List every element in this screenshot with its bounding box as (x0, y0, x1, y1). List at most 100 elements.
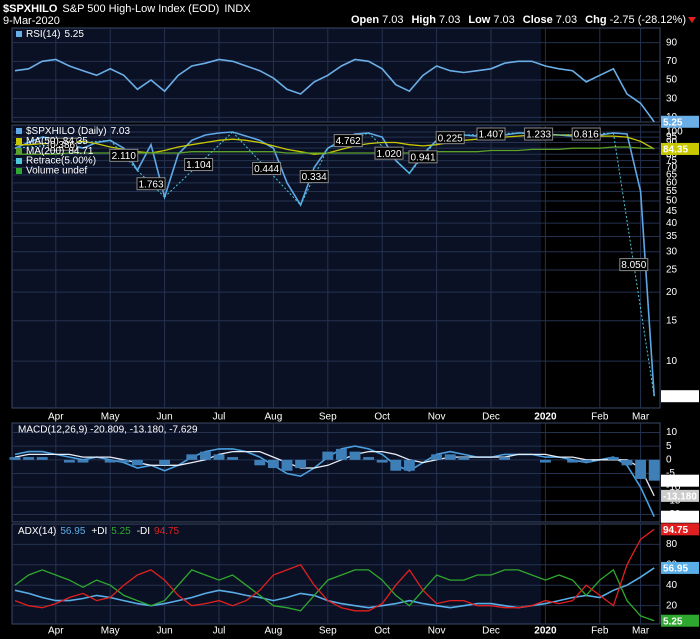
histogram-bar (335, 448, 347, 460)
quote-value: 7.03 (439, 14, 460, 26)
retrace-label: 0.941 (410, 152, 435, 163)
retrace-label-box (408, 150, 438, 164)
quote-label: Low (468, 14, 490, 26)
retrace-label-box (48, 137, 78, 151)
histogram-bar (254, 459, 266, 466)
legend-value: 7.03 (111, 126, 131, 137)
x-tick-label: Mar (632, 412, 650, 423)
legend-name: MA(200) (26, 146, 64, 157)
legend-name: $SPXHILO (Daily) (26, 126, 107, 137)
chart-heading: $SPXHILO S&P 500 High-Low Index (EOD) INDX (3, 3, 251, 15)
retrace-label: 1.233 (526, 130, 551, 141)
y-tick-label: 90 (666, 137, 678, 148)
x-tick-label: 2020 (534, 626, 557, 637)
x-tick-label: Jun (157, 412, 173, 423)
y-tick-label: 80 (666, 539, 678, 550)
value-box (661, 523, 699, 536)
histogram-bar (77, 459, 89, 463)
retrace-label-box (435, 131, 465, 145)
retrace-label: 4.762 (336, 136, 361, 147)
legend: ADX(14) 56.95 +DI 5.25 -DI 94.75 (18, 526, 180, 537)
histogram-bar (281, 459, 293, 471)
legend-value: 84.71 (68, 146, 93, 157)
y-tick-label: -10 (666, 482, 681, 493)
x-tick-label: Jul (213, 626, 226, 637)
legend-swatch (16, 128, 22, 134)
histogram-bar (267, 459, 279, 469)
symbol: $SPXHILO (3, 3, 58, 15)
legend-value: 56.95 (60, 526, 85, 537)
y-tick-label: 30 (666, 246, 678, 257)
x-tick-label: Dec (482, 412, 500, 423)
retrace-label: 0.386 (50, 140, 75, 151)
x-tick-label: Jul (213, 412, 226, 423)
retrace-segment (300, 147, 329, 206)
x-tick-label: Sep (319, 626, 337, 637)
retrace-label-box (299, 170, 329, 184)
quote-value: 7.03 (382, 14, 403, 26)
retrace-label: 0.334 (302, 172, 327, 183)
y-tick-label: 5 (666, 441, 672, 452)
legend-value: 5.25 (64, 29, 84, 40)
y-tick-label: 90 (666, 37, 678, 48)
legend-swatch (16, 138, 22, 144)
y-tick-label: 10 (666, 356, 678, 367)
quote: Open 7.03 High 7.03 Low 7.03 Close 7.03 Chg -2.75… (351, 14, 686, 26)
x-tick-label: Nov (428, 412, 446, 423)
retrace-label-box (524, 127, 554, 141)
retrace-label-box (184, 158, 214, 172)
value-box-label: 7.03 (663, 392, 683, 403)
y-tick-label: 25 (666, 265, 678, 276)
x-tick-label: Mar (632, 626, 650, 637)
x-tick-label: Sep (319, 412, 337, 423)
histogram-bar (349, 451, 361, 460)
histogram-bar (390, 459, 402, 471)
value-box-label: -13.180 (663, 492, 697, 503)
histogram-bar (36, 457, 48, 460)
x-tick-label: Oct (374, 412, 390, 423)
legend-entry: MA(50) 84.35 (26, 136, 88, 147)
y-tick-label: 70 (666, 56, 678, 67)
retrace-label-box (333, 134, 363, 148)
x-tick-label: Feb (591, 412, 609, 423)
date: 9-Mar-2020 (3, 15, 60, 27)
security-name: S&P 500 High-Low Index (EOD) (62, 3, 219, 15)
legend-swatch (16, 168, 22, 174)
histogram-bar (458, 457, 470, 460)
legend-value: 5.25 (111, 526, 131, 537)
x-tick-label: May (101, 412, 120, 423)
legend-value: 94.75 (154, 526, 179, 537)
y-tick-label: 20 (666, 600, 678, 611)
value-box-label: 5.25 (663, 117, 683, 128)
histogram-bar (621, 459, 633, 466)
y-tick-label: 95 (666, 132, 678, 143)
retrace-label: 1.104 (186, 160, 211, 171)
retrace-label: 1.020 (376, 149, 401, 160)
histogram-bar (104, 459, 116, 463)
y-tick-label: 10 (666, 427, 678, 438)
value-box (661, 561, 699, 574)
retrace-label: 1.407 (478, 130, 503, 141)
retrace-label-box (571, 127, 601, 141)
series-line (14, 567, 655, 609)
quote-label: Chg (585, 14, 606, 26)
histogram-bar (431, 454, 443, 460)
value-box (661, 142, 699, 155)
x-tick-label: 2020 (534, 412, 557, 423)
value-box (661, 390, 699, 403)
series-line (14, 528, 655, 612)
series-line (14, 450, 655, 497)
value-box-label: 84.35 (663, 145, 688, 156)
retrace-label: 0.816 (574, 130, 599, 141)
histogram-bar (567, 459, 579, 463)
value-box-label: 56.95 (663, 564, 688, 575)
quote-value: 7.03 (556, 14, 577, 26)
y-tick-label: 60 (666, 177, 678, 188)
histogram-bar (635, 459, 647, 479)
retrace-label: 1.763 (138, 179, 163, 190)
histogram-bar (199, 451, 211, 460)
value-box-label: 94.75 (663, 525, 688, 536)
retrace-segment (558, 132, 614, 136)
x-tick-label: May (101, 626, 120, 637)
